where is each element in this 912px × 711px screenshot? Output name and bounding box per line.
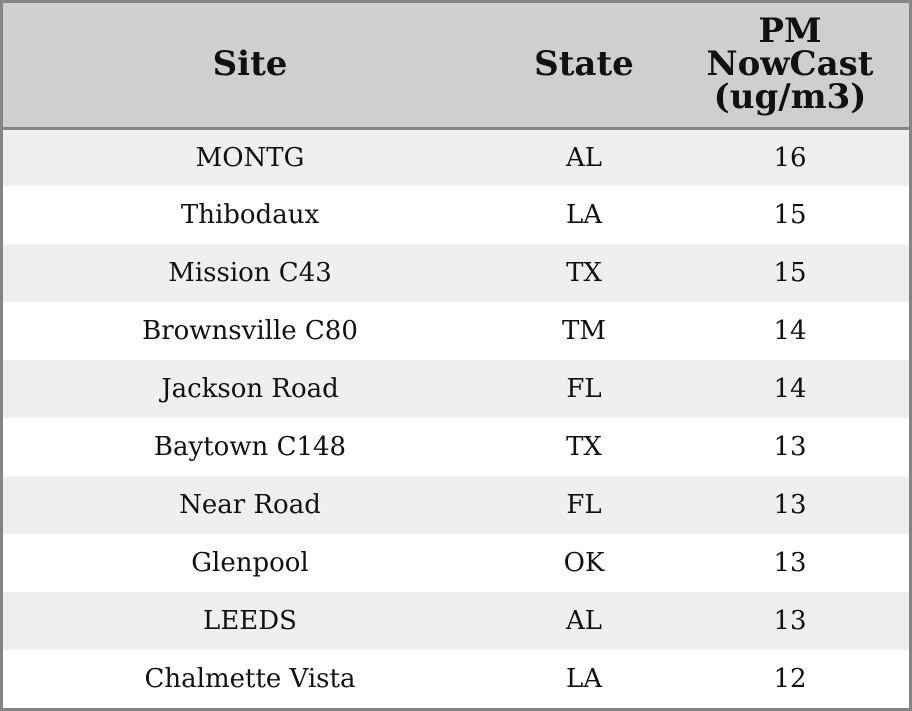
table-row: Thibodaux LA 15	[3, 186, 909, 244]
cell-pm-value: 13	[773, 548, 807, 578]
cell-site: Thibodaux	[180, 200, 320, 230]
cell-state: LA	[565, 663, 603, 694]
header-pm-line-2: NowCast	[706, 44, 874, 85]
cell-pm-value: 15	[773, 258, 807, 288]
cell-site: Baytown C148	[153, 432, 347, 462]
table-row: MONTG AL 16	[3, 128, 909, 186]
cell-pm-value: 13	[773, 490, 807, 520]
header-state: State	[497, 3, 671, 130]
header-site: Site	[3, 3, 497, 130]
cell-state: OK	[563, 548, 605, 578]
header-pm-nowcast: PM NowCast (ug/m3)	[671, 3, 909, 130]
cell-site: Near Road	[179, 490, 321, 520]
table-row: Baytown C148 TX 13	[3, 418, 909, 476]
table-row: Glenpool OK 13	[3, 534, 909, 592]
header-pm-line-3: (ug/m3)	[713, 77, 867, 118]
cell-pm-value: 12	[773, 663, 807, 694]
cell-site: MONTG	[195, 142, 305, 173]
cell-pm-value: 13	[773, 606, 807, 636]
cell-pm-value: 16	[773, 142, 807, 173]
cell-site: Glenpool	[191, 548, 309, 578]
cell-state: TM	[562, 316, 606, 346]
cell-site: Jackson Road	[161, 374, 339, 404]
table-row: Jackson Road FL 14	[3, 360, 909, 418]
cell-state: TX	[566, 432, 602, 462]
table-row: Mission C43 TX 15	[3, 244, 909, 302]
cell-pm-value: 15	[773, 200, 807, 230]
table-row: LEEDS AL 13	[3, 592, 909, 650]
cell-state: AL	[565, 142, 603, 173]
header-pm-line-1: PM	[758, 11, 822, 52]
header-row: Site State PM NowCast (ug/m3)	[3, 3, 909, 130]
table-row: Brownsville C80 TM 14	[3, 302, 909, 360]
cell-pm-value: 14	[773, 374, 807, 404]
cell-state: AL	[565, 606, 603, 636]
cell-site: Chalmette Vista	[144, 663, 356, 694]
cell-state: FL	[566, 374, 602, 404]
cell-site: LEEDS	[203, 606, 297, 636]
cell-state: LA	[565, 200, 603, 230]
pm-nowcast-table: Site State PM NowCast (ug/m3) MONTG AL 16 T…	[3, 3, 909, 707]
cell-site: Mission C43	[168, 258, 332, 288]
cell-site: Brownsville C80	[142, 316, 358, 346]
cell-state: FL	[566, 490, 602, 520]
cell-pm-value: 13	[773, 432, 807, 462]
table-header: Site State PM NowCast (ug/m3)	[3, 3, 909, 130]
cell-pm-value: 14	[773, 316, 807, 346]
cell-state: TX	[566, 258, 602, 288]
table-body: MONTG AL 16 Thibodaux LA 15 Mission C43 TX 15 Bro…	[3, 128, 909, 707]
table-row: Near Road FL 13	[3, 476, 909, 534]
table-row: Chalmette Vista LA 12	[3, 650, 909, 707]
